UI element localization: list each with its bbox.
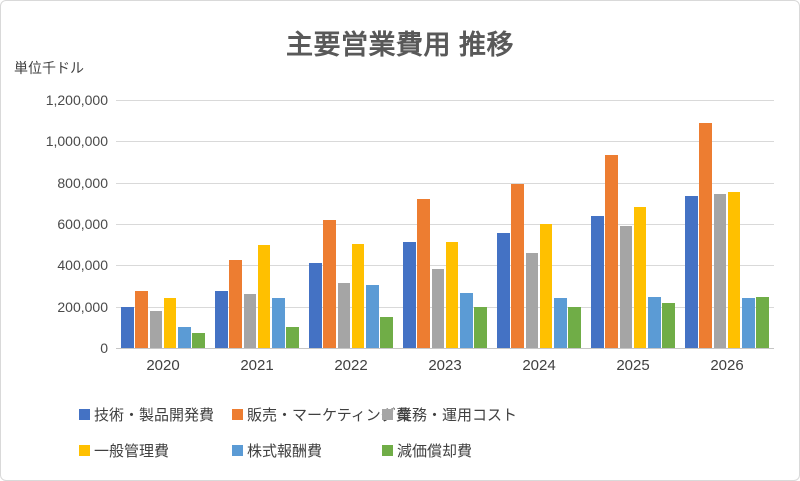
bar-2022-series1 [323,219,336,348]
bar-2021-series0 [215,291,228,348]
legend-label: 一般管理費 [94,443,170,460]
bar-2021-series5 [286,327,299,348]
y-tick-label: 800,000 [57,174,108,191]
x-tick-label: 2025 [616,357,650,374]
legend-label: 技術・製品開発費 [94,407,215,424]
y-tick-label: 200,000 [57,298,108,315]
bar-2025-series4 [648,297,661,348]
bar-2021-series4 [272,298,285,348]
bar-2020-series5 [192,332,205,348]
bar-2026-series2 [713,194,727,348]
legend-label: 販売・マーケティング費 [247,407,411,424]
legend-item: 株式報酬費 [232,436,382,465]
bar-2025-series5 [662,302,675,348]
bar-2020-series2 [149,310,163,348]
unit-label: 単位千ドル [14,60,84,76]
gridline [116,265,774,267]
x-tick-label: 2024 [522,357,556,374]
bar-2026-series1 [699,122,712,348]
legend-item: 販売・マーケティング費 [232,400,411,429]
legend-item: 減価償却費 [382,436,682,465]
gridline [116,141,774,143]
bar-2024-series0 [497,233,510,348]
bar-2022-series5 [380,317,393,348]
y-tick-label: 400,000 [57,257,108,274]
bar-2026-series4 [742,298,755,348]
y-tick-label: 1,000,000 [45,133,108,150]
x-tick-label: 2020 [146,357,180,374]
bar-2023-series1 [417,199,430,348]
bar-2026-series5 [756,297,769,348]
bar-2020-series1 [135,291,148,348]
gridline [116,182,774,184]
legend-swatch-icon [79,409,90,420]
legend-label: 減価償却費 [397,443,473,460]
bar-2023-series0 [403,241,416,348]
legend-swatch-icon [79,445,90,456]
bar-2024-series5 [568,306,581,348]
y-tick-label: 0 [100,340,108,356]
legend: 技術・製品開発費 販売・マーケティング費 業務・運用コスト一般管理費 株式報酬費 減価償… [79,400,682,465]
bar-2025-series1 [605,154,618,348]
bar-2025-series2 [619,226,633,348]
bar-2026-series0 [685,196,698,348]
bar-2023-series5 [474,306,487,348]
legend-label: 業務・運用コスト [397,407,518,424]
bar-2022-series3 [351,243,365,348]
bar-2022-series4 [366,284,379,348]
bar-2020-series4 [178,327,191,348]
bar-2026-series3 [727,191,741,348]
legend-label: 株式報酬費 [247,443,323,460]
x-tick-label: 2026 [710,357,744,374]
bar-2024-series3 [539,224,553,348]
bar-2020-series3 [163,298,177,348]
bar-2024-series4 [554,298,567,348]
legend-swatch-icon [232,409,243,420]
bar-2021-series3 [257,244,271,348]
y-tick-label: 1,200,000 [45,92,108,108]
bar-2024-series1 [511,183,524,348]
bar-2022-series2 [337,282,351,348]
legend-swatch-icon [382,409,393,420]
y-tick-label: 600,000 [57,216,108,232]
bar-2020-series0 [121,306,134,348]
gridline [116,100,774,101]
x-tick-label: 2021 [240,357,274,374]
bar-2021-series2 [243,294,257,348]
bar-2023-series3 [445,241,459,348]
chart-title: 主要営業費用 推移 [285,30,514,60]
bar-2025-series3 [633,207,647,348]
legend-item: 技術・製品開発費 [79,400,232,429]
legend-item: 一般管理費 [79,436,232,465]
x-axis-line [116,348,774,349]
x-tick-label: 2023 [428,357,462,374]
gridline [116,306,774,308]
bar-2024-series2 [525,252,539,348]
gridline [116,224,774,225]
legend-item: 業務・運用コスト [382,400,682,429]
legend-swatch-icon [232,445,243,456]
bar-2023-series2 [431,269,445,348]
x-tick-label: 2022 [334,357,368,374]
bar-2022-series0 [309,263,322,348]
bar-2025-series0 [591,215,604,348]
bar-2023-series4 [460,293,473,348]
bar-2021-series1 [229,260,242,348]
legend-swatch-icon [382,445,393,456]
